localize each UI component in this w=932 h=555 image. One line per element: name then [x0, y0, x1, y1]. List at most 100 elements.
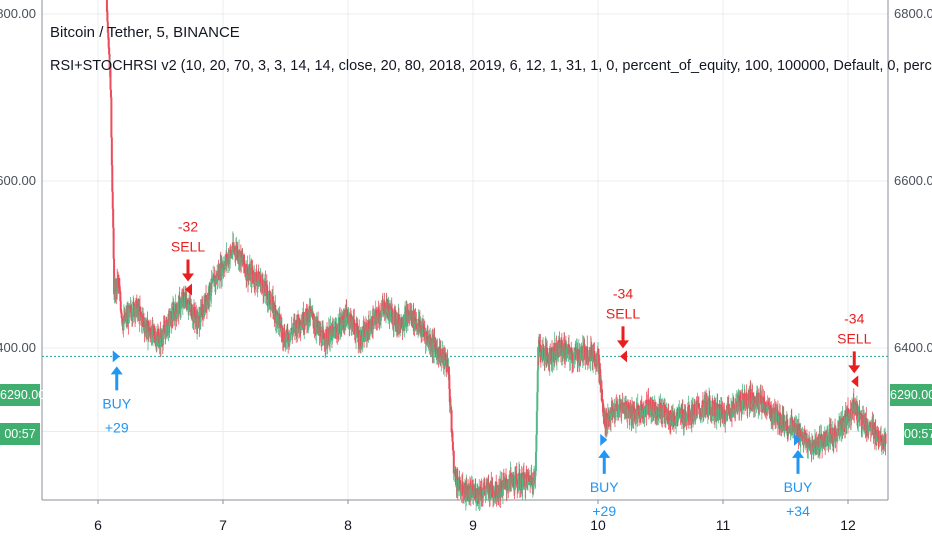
candle-body: [209, 295, 212, 297]
candle-body: [482, 489, 485, 491]
candle-body: [809, 445, 812, 449]
candle-body: [880, 435, 883, 441]
candle-body: [664, 414, 667, 417]
candle-body: [620, 406, 623, 414]
candle-body: [145, 328, 148, 333]
candle-body: [224, 261, 227, 270]
candle-body: [674, 422, 677, 424]
candle-body: [724, 420, 727, 422]
candle-body: [372, 325, 375, 329]
candle-body: [183, 299, 186, 307]
candle-body: [535, 434, 538, 453]
candle-body: [586, 346, 589, 362]
candle-body: [594, 359, 597, 364]
candle-body: [688, 404, 691, 421]
candle-body: [176, 312, 179, 314]
candle-body: [372, 318, 375, 326]
candle-body: [701, 406, 704, 415]
candle-body: [281, 327, 284, 341]
candle-body: [349, 315, 352, 317]
candle-body: [518, 472, 521, 476]
candle-body: [849, 409, 852, 420]
candle-body: [532, 477, 535, 486]
candle-body: [158, 343, 161, 348]
candle-body: [278, 314, 281, 316]
candle-body: [860, 413, 863, 427]
candle-body: [322, 332, 325, 339]
indicator-legend: RSI+STOCHRSI v2 (10, 20, 70, 3, 3, 14, 1…: [50, 58, 932, 74]
candle-body: [153, 332, 156, 339]
candle-body: [664, 416, 667, 423]
candle-body: [477, 489, 480, 501]
candle-body: [742, 393, 745, 400]
candle-body: [356, 326, 359, 333]
candle-body: [298, 319, 301, 329]
candle-body: [799, 441, 802, 443]
candle-body: [850, 417, 853, 420]
candle-body: [738, 395, 741, 403]
candle-body: [119, 301, 122, 311]
candle-body: [546, 354, 549, 356]
candle-body: [500, 492, 503, 497]
candle-body: [110, 137, 113, 166]
candle-body: [403, 314, 406, 328]
candle-body: [535, 411, 538, 435]
candle-body: [719, 407, 722, 418]
candle-body: [261, 279, 264, 286]
candle-body: [856, 421, 859, 423]
candle-body: [609, 413, 612, 421]
candle-body: [289, 333, 292, 341]
candle-body: [369, 329, 372, 332]
candle-body: [176, 313, 179, 318]
candle-body: [384, 314, 387, 316]
candle-body: [325, 329, 328, 332]
candle-body: [665, 410, 668, 414]
candle-body: [418, 319, 421, 329]
candle-body: [484, 489, 487, 494]
candle-body: [380, 308, 383, 311]
candle-body: [855, 401, 858, 406]
candle-body: [309, 309, 312, 312]
candle-body: [339, 323, 342, 333]
candle-body: [236, 249, 239, 260]
candle-body: [448, 374, 451, 390]
buy-arrow-icon: [598, 449, 611, 458]
candle-body: [696, 404, 699, 408]
y-tick-label-left: 6400.00: [0, 340, 36, 355]
candle-body: [307, 321, 310, 326]
candle-body: [417, 323, 420, 331]
candle-body: [776, 409, 779, 412]
candle-body: [725, 410, 728, 420]
candle-body: [268, 291, 271, 305]
candle-body: [459, 480, 462, 489]
candle-body: [209, 292, 212, 296]
candle-body: [119, 291, 122, 302]
candle-body: [379, 312, 382, 320]
candle-body: [251, 268, 254, 276]
candle-body: [157, 335, 160, 337]
candle-body: [263, 284, 266, 297]
candle-body: [861, 425, 864, 427]
candle-body: [480, 489, 483, 498]
candle-body: [513, 474, 516, 490]
candle-body: [459, 493, 462, 497]
candle-body: [880, 440, 883, 446]
candle-body: [305, 308, 308, 314]
candle-body: [475, 500, 478, 502]
candle-body: [208, 300, 211, 302]
candle-body: [163, 326, 166, 332]
candle-body: [838, 426, 841, 436]
candle-body: [152, 325, 155, 328]
candle-body: [414, 316, 417, 324]
candle-body: [131, 316, 134, 320]
candle-body: [804, 433, 807, 442]
candle-body: [852, 399, 855, 403]
candle-body: [702, 406, 705, 418]
candle-body: [122, 322, 125, 331]
candle-body: [654, 402, 657, 418]
candle-body: [762, 403, 765, 410]
candle-body: [748, 403, 751, 407]
candle-body: [574, 348, 577, 352]
candle-body: [118, 284, 121, 290]
